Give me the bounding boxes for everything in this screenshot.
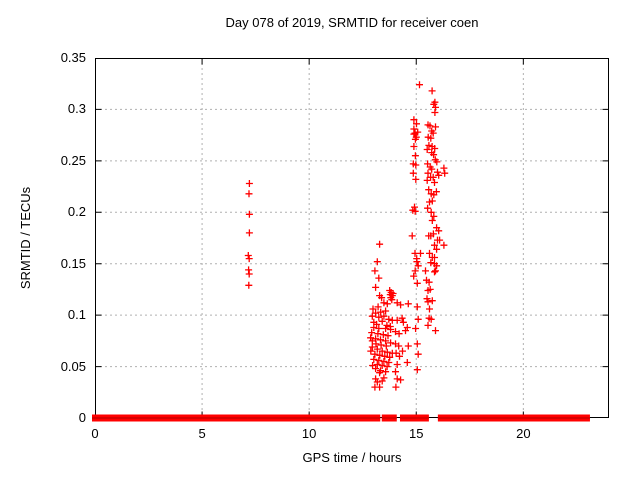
y-tick-label: 0.3 [67, 101, 86, 117]
plot-border [95, 58, 609, 418]
y-tick-label: 0.15 [60, 255, 86, 271]
y-axis-label: SRMTID / TECUs [18, 186, 33, 290]
y-tick-label: 0.05 [60, 358, 86, 374]
x-tick-label: 10 [301, 426, 317, 441]
chart-title: Day 078 of 2019, SRMTID for receiver coe… [225, 15, 479, 30]
y-tick-label: 0.1 [67, 307, 86, 323]
y-tick-label: 0.2 [67, 204, 86, 220]
x-axis-label: GPS time / hours [302, 450, 402, 465]
y-tick-label: 0 [78, 410, 86, 425]
y-tick-label: 0.35 [60, 50, 86, 65]
scatter-plot-canvas [92, 58, 609, 422]
axis-tick-marks [95, 58, 609, 418]
scatter-points [244, 81, 449, 391]
x-tick-label: 15 [409, 426, 424, 441]
x-tick-label: 20 [516, 426, 531, 441]
x-tick-label: 5 [198, 426, 206, 441]
plot-area [92, 58, 609, 422]
y-tick-label: 0.25 [60, 152, 86, 168]
x-tick-label: 0 [91, 426, 99, 441]
